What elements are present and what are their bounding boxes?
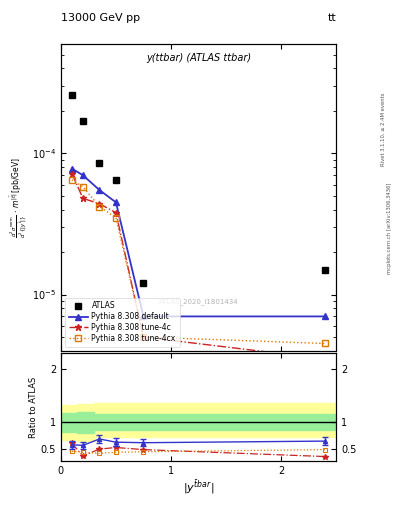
Pythia 8.308 tune-4c xyxy=(323,356,327,362)
Pythia 8.308 tune-4cx xyxy=(114,215,118,221)
Pythia 8.308 tune-4cx xyxy=(70,177,74,183)
Pythia 8.308 tune-4cx xyxy=(81,184,85,190)
Pythia 8.308 tune-4cx xyxy=(97,203,102,209)
Pythia 8.308 tune-4c xyxy=(81,195,85,201)
Pythia 8.308 default xyxy=(323,313,327,319)
Text: y(ttbar) (ATLAS ttbar): y(ttbar) (ATLAS ttbar) xyxy=(146,53,251,63)
Line: ATLAS: ATLAS xyxy=(68,91,329,287)
Y-axis label: $\frac{d^2\sigma^\mathrm{norm}}{d^2\{|y^{\bar{t}}|\}}\,\cdot\,m^{|\bar{t}|}\,[\m: $\frac{d^2\sigma^\mathrm{norm}}{d^2\{|y^… xyxy=(8,157,29,238)
Text: ATLAS_2020_I1801434: ATLAS_2020_I1801434 xyxy=(159,298,238,305)
Text: mcplots.cern.ch [arXiv:1306.3436]: mcplots.cern.ch [arXiv:1306.3436] xyxy=(387,182,391,273)
Pythia 8.308 tune-4c xyxy=(141,334,146,340)
ATLAS xyxy=(114,177,118,183)
Pythia 8.308 default xyxy=(70,165,74,172)
ATLAS xyxy=(323,267,327,273)
Y-axis label: Ratio to ATLAS: Ratio to ATLAS xyxy=(29,376,38,438)
X-axis label: $|y^{\bar{t}bar}|$: $|y^{\bar{t}bar}|$ xyxy=(183,478,214,496)
Pythia 8.308 tune-4c xyxy=(70,170,74,177)
Line: Pythia 8.308 tune-4c: Pythia 8.308 tune-4c xyxy=(68,170,329,362)
Pythia 8.308 tune-4c xyxy=(97,201,102,207)
Line: Pythia 8.308 default: Pythia 8.308 default xyxy=(69,166,328,319)
Text: tt: tt xyxy=(327,13,336,23)
Pythia 8.308 default xyxy=(141,313,146,319)
Pythia 8.308 tune-4cx xyxy=(323,340,327,347)
Pythia 8.308 default xyxy=(97,187,102,193)
ATLAS xyxy=(97,160,102,166)
ATLAS xyxy=(81,118,85,124)
Legend: ATLAS, Pythia 8.308 default, Pythia 8.308 tune-4c, Pythia 8.308 tune-4cx: ATLAS, Pythia 8.308 default, Pythia 8.30… xyxy=(65,297,180,347)
Pythia 8.308 default xyxy=(114,199,118,205)
Pythia 8.308 tune-4cx xyxy=(141,334,146,340)
Text: 13000 GeV pp: 13000 GeV pp xyxy=(61,13,140,23)
Line: Pythia 8.308 tune-4cx: Pythia 8.308 tune-4cx xyxy=(69,177,328,346)
ATLAS xyxy=(141,280,146,286)
ATLAS xyxy=(70,92,74,98)
Text: Rivet 3.1.10, ≥ 2.4M events: Rivet 3.1.10, ≥ 2.4M events xyxy=(381,93,386,166)
Pythia 8.308 tune-4c xyxy=(114,209,118,216)
Pythia 8.308 default xyxy=(81,172,85,178)
